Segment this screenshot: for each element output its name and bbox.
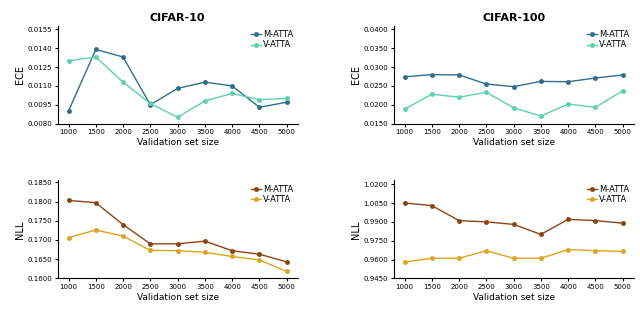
- M-ATTA: [483, 82, 490, 86]
- M-ATTA: [92, 48, 100, 52]
- M-ATTA: [401, 201, 408, 205]
- X-axis label: Validation set size: Validation set size: [136, 138, 219, 147]
- V-ATTA: [483, 90, 490, 94]
- M-ATTA: [147, 242, 154, 246]
- V-ATTA: [401, 260, 408, 264]
- V-ATTA: [283, 269, 291, 273]
- V-ATTA: [92, 55, 100, 59]
- M-ATTA: [564, 217, 572, 221]
- M-ATTA: [228, 249, 236, 253]
- V-ATTA: [401, 107, 408, 111]
- Legend: M-ATTA, V-ATTA: M-ATTA, V-ATTA: [587, 185, 629, 204]
- M-ATTA: [283, 100, 291, 104]
- M-ATTA: [591, 219, 599, 222]
- V-ATTA: [510, 106, 518, 110]
- V-ATTA: [228, 255, 236, 259]
- V-ATTA: [201, 99, 209, 103]
- V-ATTA: [428, 256, 436, 260]
- Line: M-ATTA: M-ATTA: [67, 198, 289, 264]
- Title: CIFAR-100: CIFAR-100: [482, 13, 545, 23]
- M-ATTA: [483, 220, 490, 224]
- M-ATTA: [619, 73, 627, 77]
- Legend: M-ATTA, V-ATTA: M-ATTA, V-ATTA: [587, 30, 629, 49]
- V-ATTA: [65, 59, 72, 63]
- V-ATTA: [65, 236, 72, 240]
- M-ATTA: [283, 260, 291, 264]
- Line: M-ATTA: M-ATTA: [403, 201, 625, 236]
- Title: CIFAR-10: CIFAR-10: [150, 13, 205, 23]
- Line: M-ATTA: M-ATTA: [67, 47, 289, 113]
- M-ATTA: [173, 242, 182, 246]
- M-ATTA: [510, 85, 518, 89]
- V-ATTA: [255, 258, 263, 262]
- V-ATTA: [619, 250, 627, 253]
- V-ATTA: [283, 97, 291, 100]
- V-ATTA: [201, 250, 209, 254]
- M-ATTA: [228, 84, 236, 88]
- V-ATTA: [228, 92, 236, 95]
- M-ATTA: [255, 252, 263, 256]
- Legend: M-ATTA, V-ATTA: M-ATTA, V-ATTA: [251, 185, 293, 204]
- M-ATTA: [619, 221, 627, 225]
- M-ATTA: [147, 103, 154, 107]
- V-ATTA: [510, 256, 518, 260]
- Y-axis label: ECE: ECE: [351, 65, 360, 84]
- Legend: M-ATTA, V-ATTA: M-ATTA, V-ATTA: [251, 30, 293, 49]
- V-ATTA: [619, 89, 627, 93]
- V-ATTA: [537, 114, 545, 118]
- M-ATTA: [428, 73, 436, 76]
- V-ATTA: [591, 249, 599, 253]
- M-ATTA: [564, 80, 572, 84]
- Line: V-ATTA: V-ATTA: [67, 55, 289, 119]
- Y-axis label: NLL: NLL: [15, 220, 24, 239]
- M-ATTA: [428, 204, 436, 207]
- V-ATTA: [147, 248, 154, 252]
- M-ATTA: [537, 233, 545, 236]
- V-ATTA: [147, 101, 154, 105]
- V-ATTA: [119, 80, 127, 84]
- X-axis label: Validation set size: Validation set size: [472, 293, 555, 302]
- M-ATTA: [455, 219, 463, 222]
- M-ATTA: [92, 201, 100, 204]
- Y-axis label: NLL: NLL: [351, 220, 360, 239]
- V-ATTA: [173, 116, 182, 119]
- M-ATTA: [119, 55, 127, 59]
- M-ATTA: [401, 75, 408, 79]
- Y-axis label: ECE: ECE: [15, 65, 24, 84]
- X-axis label: Validation set size: Validation set size: [136, 293, 219, 302]
- M-ATTA: [255, 105, 263, 109]
- M-ATTA: [173, 86, 182, 90]
- V-ATTA: [564, 248, 572, 252]
- M-ATTA: [591, 76, 599, 80]
- Line: V-ATTA: V-ATTA: [403, 247, 625, 264]
- V-ATTA: [92, 228, 100, 232]
- V-ATTA: [537, 256, 545, 260]
- V-ATTA: [455, 256, 463, 260]
- V-ATTA: [455, 95, 463, 99]
- V-ATTA: [428, 92, 436, 96]
- V-ATTA: [119, 234, 127, 238]
- M-ATTA: [201, 80, 209, 84]
- Line: V-ATTA: V-ATTA: [403, 89, 625, 118]
- V-ATTA: [564, 102, 572, 106]
- V-ATTA: [173, 249, 182, 253]
- V-ATTA: [255, 98, 263, 102]
- V-ATTA: [483, 249, 490, 253]
- M-ATTA: [201, 239, 209, 243]
- M-ATTA: [537, 79, 545, 83]
- V-ATTA: [591, 106, 599, 109]
- M-ATTA: [455, 73, 463, 77]
- Line: V-ATTA: V-ATTA: [67, 228, 289, 274]
- M-ATTA: [65, 198, 72, 202]
- Line: M-ATTA: M-ATTA: [403, 73, 625, 89]
- M-ATTA: [510, 222, 518, 226]
- M-ATTA: [119, 223, 127, 227]
- M-ATTA: [65, 109, 72, 113]
- X-axis label: Validation set size: Validation set size: [472, 138, 555, 147]
